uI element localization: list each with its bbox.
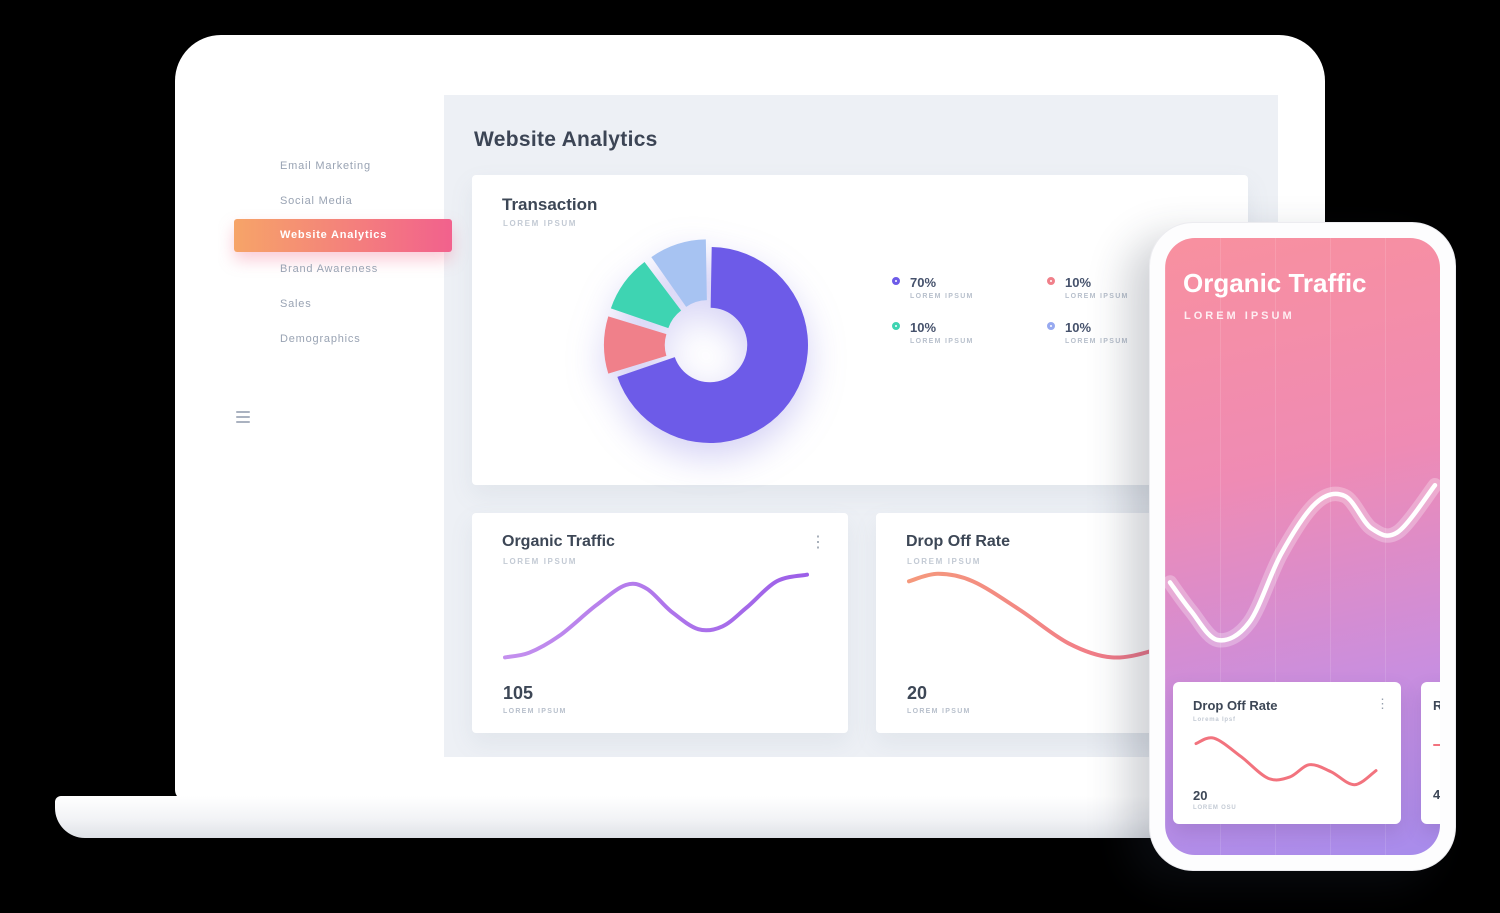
legend-entry: 10% LOREM IPSUM (1047, 275, 1202, 300)
legend-entry: 10% LOREM IPSUM (892, 320, 1047, 345)
phone-page-title: Organic Traffic (1183, 268, 1367, 298)
legend-value: 70% (910, 275, 937, 290)
phone-card-line-chart (1194, 736, 1378, 787)
dropoff-value-block: 20 LOREM IPSUM (907, 683, 971, 715)
legend-value: 10% (1065, 320, 1092, 335)
phone-partial-card: R 4 (1421, 682, 1440, 824)
sidebar-item-social-media[interactable]: Social Media (280, 195, 353, 207)
kebab-menu-icon[interactable]: ⋮ (810, 534, 826, 551)
phone-card-value-block: 20 LOREM OSU (1193, 788, 1237, 811)
dropoff-card-subtitle: LOREM IPSUM (907, 557, 982, 566)
legend-value: 10% (1065, 275, 1092, 290)
kebab-menu-icon[interactable]: ⋮ (1376, 696, 1389, 711)
organic-card-subtitle: LOREM IPSUM (503, 557, 578, 566)
legend-label: LOREM IPSUM (1065, 293, 1129, 300)
phone-partial-card-value-block: 4 (1433, 787, 1440, 802)
phone-page-subtitle: LOREM IPSUM (1184, 310, 1295, 322)
dropoff-card-title: Drop Off Rate (906, 533, 1010, 550)
organic-traffic-card: Organic Traffic LOREM IPSUM ⋮ 105 LOREM … (472, 513, 848, 733)
legend-entry: 70% LOREM IPSUM (892, 275, 1047, 300)
legend-dot-red-icon (1047, 277, 1055, 285)
legend-dot-blue-icon (1047, 322, 1055, 330)
sidebar-item-sales[interactable]: Sales (280, 298, 312, 310)
phone-partial-card-value: 4 (1433, 787, 1440, 802)
legend-dot-teal-icon (892, 322, 900, 330)
organic-value-label: LOREM IPSUM (503, 708, 567, 715)
transaction-donut-chart (603, 239, 808, 443)
mini-line-mark (1433, 744, 1440, 746)
dropoff-value: 20 (907, 683, 928, 703)
legend-entry: 10% LOREM IPSUM (1047, 320, 1202, 345)
phone-drop-off-card: Drop Off Rate Lorema Ipsf ⋮ 20 LOREM OSU (1173, 682, 1401, 824)
laptop-screen: Email Marketing Social Media Website Ana… (218, 95, 1278, 757)
sidebar-item-email-marketing[interactable]: Email Marketing (280, 160, 371, 172)
hamburger-menu-icon[interactable] (236, 411, 250, 426)
transaction-card: Transaction LOREM IPSUM 70% LOREM IPSUM … (472, 175, 1248, 485)
phone-card-subtitle: Lorema Ipsf (1193, 717, 1236, 723)
legend-label: LOREM IPSUM (910, 338, 974, 345)
phone-partial-card-title: R (1433, 698, 1440, 713)
phone-card-value-label: LOREM OSU (1193, 805, 1237, 811)
page-title: Website Analytics (474, 128, 658, 151)
phone-organic-line-chart (1165, 478, 1440, 648)
phone-card-value: 20 (1193, 788, 1208, 803)
organic-value-block: 105 LOREM IPSUM (503, 683, 567, 715)
legend-dot-purple-icon (892, 277, 900, 285)
organic-card-title: Organic Traffic (502, 533, 615, 550)
transaction-card-title: Transaction (502, 195, 598, 214)
phone-card-title: Drop Off Rate (1193, 698, 1278, 713)
legend-label: LOREM IPSUM (1065, 338, 1129, 345)
phone-mockup: Organic Traffic LOREM IPSUM Drop Off Rat… (1149, 222, 1456, 871)
transaction-card-subtitle: LOREM IPSUM (503, 219, 578, 228)
organic-value: 105 (503, 683, 534, 703)
sidebar-item-website-analytics[interactable]: Website Analytics (234, 219, 452, 252)
donut-legend: 70% LOREM IPSUM 10% LOREM IPSUM 10% LO (892, 275, 1202, 345)
dropoff-value-label: LOREM IPSUM (907, 708, 971, 715)
phone-screen: Organic Traffic LOREM IPSUM Drop Off Rat… (1165, 238, 1440, 855)
legend-label: LOREM IPSUM (910, 293, 974, 300)
sidebar-item-demographics[interactable]: Demographics (280, 333, 361, 345)
legend-value: 10% (910, 320, 937, 335)
sidebar-item-brand-awareness[interactable]: Brand Awareness (280, 263, 379, 275)
organic-line-chart (503, 572, 809, 660)
sidebar-nav: Email Marketing Social Media Website Ana… (218, 149, 452, 357)
sidebar: Email Marketing Social Media Website Ana… (218, 95, 452, 757)
